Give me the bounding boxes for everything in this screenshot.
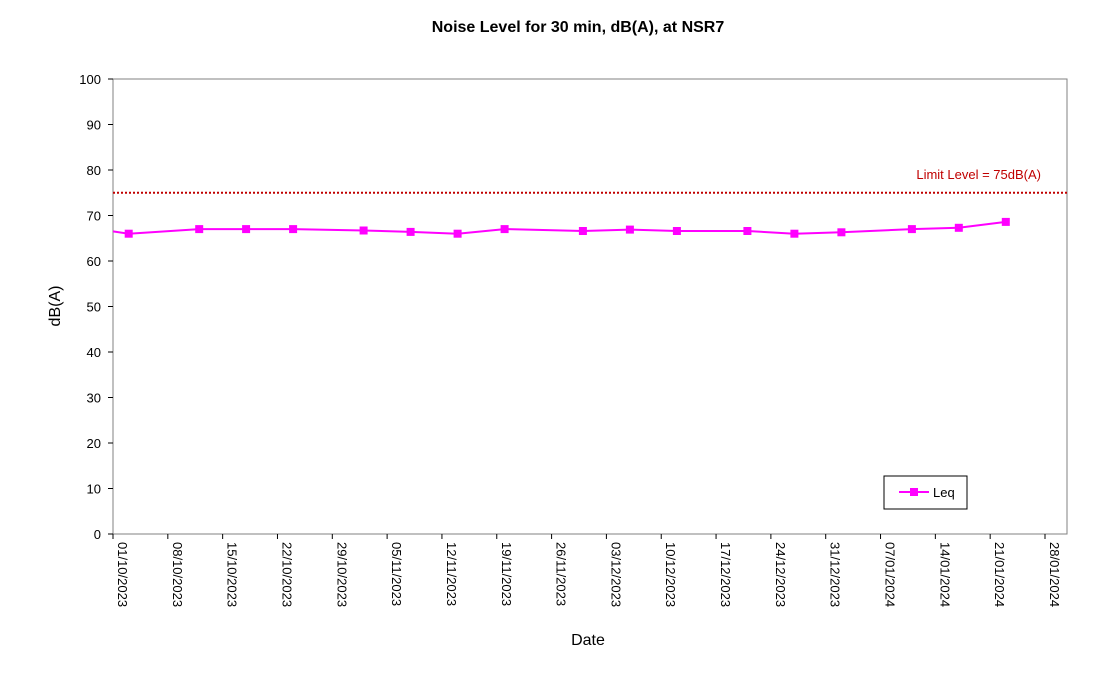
x-axis-label: Date <box>571 632 605 649</box>
y-tick-label: 70 <box>87 209 101 224</box>
y-tick-label: 90 <box>87 118 101 133</box>
y-axis-label: dB(A) <box>47 286 64 327</box>
plot-area <box>112 78 1068 535</box>
data-point <box>242 225 251 234</box>
x-tick-label: 24/12/2023 <box>773 542 788 607</box>
x-tick-label: 12/11/2023 <box>444 542 459 606</box>
x-tick-label: 31/12/2023 <box>828 542 843 607</box>
y-tick-label: 0 <box>94 527 101 542</box>
x-tick-label: 08/10/2023 <box>170 542 185 607</box>
data-point <box>625 225 634 234</box>
data-point <box>578 227 587 235</box>
x-tick-label: 17/12/2023 <box>718 542 733 607</box>
data-point <box>743 227 752 235</box>
series-line <box>112 220 1006 235</box>
y-tick-label: 80 <box>87 163 101 178</box>
y-tick-label: 100 <box>79 72 101 87</box>
data-point <box>406 227 415 236</box>
legend: Leq <box>883 475 968 510</box>
data-point <box>289 225 298 234</box>
legend-box <box>883 475 968 510</box>
limit-level-label: Limit Level = 75dB(A) <box>916 167 1041 182</box>
data-point <box>672 227 681 235</box>
data-point <box>195 225 204 234</box>
series-leq <box>112 217 1010 238</box>
x-tick-label: 01/10/2023 <box>115 542 130 607</box>
data-point <box>124 229 133 238</box>
y-tick-label: 20 <box>87 436 101 451</box>
y-tick-label: 30 <box>87 391 101 406</box>
x-tick-label: 15/10/2023 <box>225 542 240 607</box>
y-tick-label: 50 <box>87 300 101 315</box>
data-point <box>359 226 368 235</box>
legend-leq-marker <box>910 488 918 496</box>
data-point <box>837 228 846 237</box>
y-axis: 0 10 20 30 40 50 60 70 80 90 100 <box>79 72 113 542</box>
x-tick-label: 03/12/2023 <box>608 542 623 607</box>
y-tick-label: 60 <box>87 254 101 269</box>
data-point <box>907 225 916 234</box>
x-tick-label: 07/01/2024 <box>883 542 898 607</box>
data-point <box>790 229 799 238</box>
y-tick-label: 40 <box>87 345 101 360</box>
data-point <box>954 223 963 232</box>
x-tick-label: 22/10/2023 <box>279 542 294 607</box>
x-axis: 01/10/2023 08/10/2023 15/10/2023 22/10/2023… <box>112 534 1062 607</box>
x-tick-label: 14/01/2024 <box>937 542 952 607</box>
x-tick-label: 29/10/2023 <box>334 542 349 607</box>
data-point <box>500 225 509 234</box>
y-tick-label: 10 <box>87 482 101 497</box>
x-tick-label: 26/11/2023 <box>554 542 569 606</box>
legend-leq-label: Leq <box>933 485 955 500</box>
x-tick-label: 19/11/2023 <box>499 542 514 606</box>
data-point <box>1001 217 1010 226</box>
chart-title: Noise Level for 30 min, dB(A), at NSR7 <box>432 19 725 36</box>
x-tick-label: 05/11/2023 <box>389 542 404 606</box>
x-tick-label: 28/01/2024 <box>1047 542 1062 607</box>
x-tick-label: 10/12/2023 <box>663 542 678 607</box>
x-tick-label: 21/01/2024 <box>992 542 1007 607</box>
data-point <box>453 229 462 238</box>
